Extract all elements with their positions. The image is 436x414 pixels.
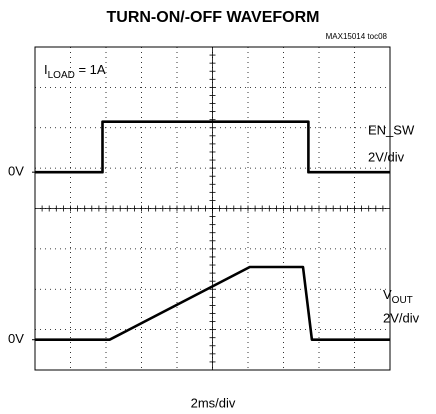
series-label: VOUT bbox=[383, 287, 413, 305]
annotation-rest: = 1A bbox=[75, 62, 106, 77]
trace bbox=[35, 120, 390, 174]
series-label-sub: OUT bbox=[392, 295, 413, 306]
annotation: ILOAD = 1A bbox=[44, 62, 106, 80]
figure-id: MAX15014 toc08 bbox=[326, 32, 388, 41]
annotation-main: I bbox=[44, 62, 48, 77]
series-scale: 2V/div bbox=[383, 310, 420, 325]
x-scale: 2ms/div bbox=[191, 395, 236, 410]
series-scale: 2V/div bbox=[368, 149, 405, 164]
y-tick-label: 0V bbox=[8, 331, 24, 346]
annotation-sub: LOAD bbox=[48, 70, 75, 81]
chart-title: TURN-ON/-OFF WAVEFORM bbox=[106, 9, 319, 26]
trace bbox=[35, 265, 390, 341]
y-tick-label: 0V bbox=[8, 164, 24, 179]
series-label-main: V bbox=[383, 287, 392, 302]
series-label: EN_SW bbox=[368, 122, 415, 137]
plot-frame bbox=[34, 46, 391, 371]
